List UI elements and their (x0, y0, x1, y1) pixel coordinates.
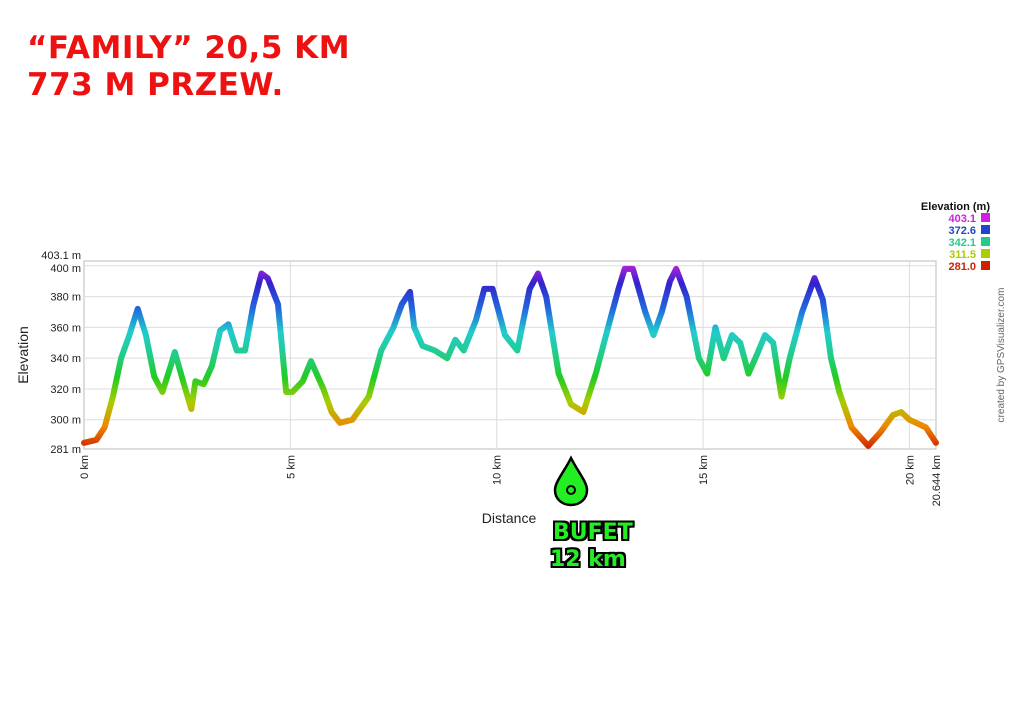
legend-swatch (981, 261, 990, 270)
legend-label: 281.0 (948, 261, 976, 273)
grid-lines (84, 261, 936, 449)
page-title-line-1: “FAMILY” 20,5 KM (27, 30, 351, 66)
elevation-series (81, 265, 939, 449)
legend-label: 403.1 (948, 213, 976, 225)
page-title-line-2: 773 M PRZEW. (27, 67, 284, 103)
water-drop-icon (553, 455, 589, 507)
y-axis-label: Elevation (15, 326, 31, 384)
x-tick-label: 15 km (698, 455, 710, 485)
y-tick-label: 281 m (50, 444, 81, 456)
legend-swatch (981, 249, 990, 258)
x-tick-label: 5 km (285, 455, 297, 479)
y-tick-label: 300 m (50, 415, 81, 427)
legend-swatch (981, 213, 990, 222)
y-tick-label: 320 m (50, 384, 81, 396)
x-axis-ticks: 0 km 5 km 10 km 15 km 20 km 20.644 km (79, 455, 943, 506)
legend-title: Elevation (m) (921, 201, 990, 213)
bufet-distance-label: 12 km (550, 547, 626, 572)
y-axis-ticks: 281 m 300 m 320 m 340 m 360 m 380 m 400 m403.1… (41, 250, 81, 456)
y-tick-label: 403.1 m (41, 250, 81, 262)
y-tick-label: 340 m (50, 353, 81, 365)
legend-swatch (981, 225, 990, 234)
legend-label: 372.6 (948, 225, 976, 237)
bufet-label: BUFET (553, 520, 633, 545)
x-tick-label: 20.644 km (931, 455, 943, 506)
legend-swatch (981, 237, 990, 246)
y-tick-label: 400 m (50, 263, 81, 275)
x-axis-label: Distance (482, 510, 537, 526)
elevation-line (81, 265, 939, 449)
x-tick-label: 0 km (79, 455, 91, 479)
x-tick-label: 10 km (492, 455, 504, 485)
plot-area (83, 260, 937, 450)
credit-text: created by GPSVisualizer.com (996, 288, 1007, 423)
y-tick-label: 380 m (50, 292, 81, 304)
x-tick-label: 20 km (904, 455, 916, 485)
legend-label: 311.5 (949, 249, 976, 261)
legend-label: 342.1 (948, 237, 976, 249)
y-tick-label: 360 m (50, 322, 81, 334)
